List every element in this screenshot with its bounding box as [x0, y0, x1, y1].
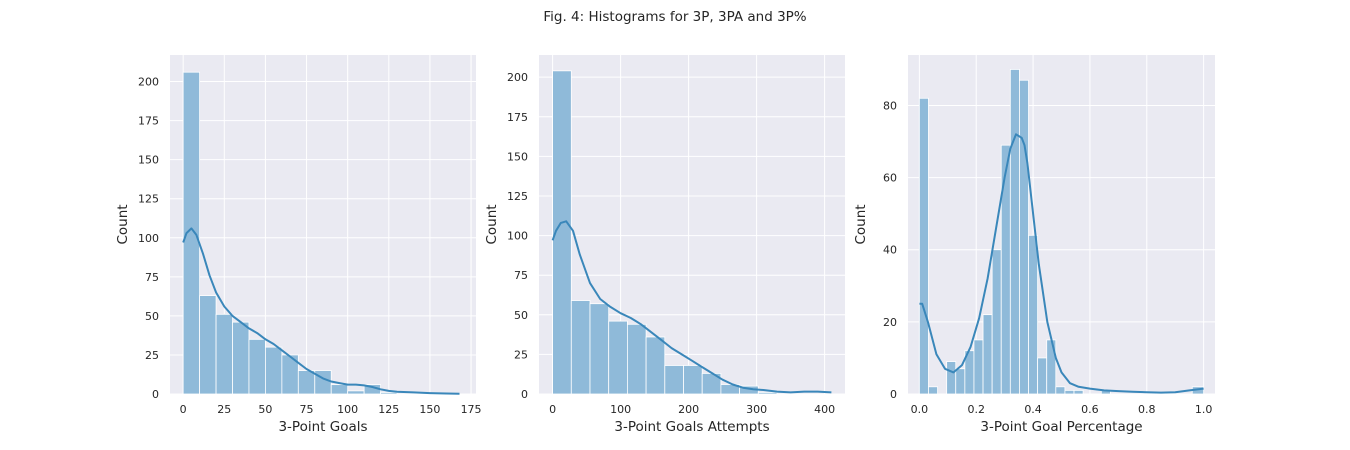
y-axis-label: Count — [115, 204, 131, 244]
y-tick-label: 0 — [152, 388, 159, 401]
histogram-bar — [265, 346, 283, 395]
histogram-bar — [683, 365, 703, 395]
y-tick-label: 40 — [883, 244, 897, 257]
x-axis-label: 3-Point Goals — [278, 419, 367, 435]
histogram-bar — [757, 392, 778, 395]
x-tick-label: 100 — [610, 403, 631, 416]
histogram-bar — [330, 384, 349, 395]
x-tick-label: 125 — [378, 403, 399, 416]
x-axis-label: 3-Point Goal Percentage — [980, 419, 1142, 435]
histogram-bar — [347, 390, 365, 395]
histogram-bar — [570, 300, 591, 395]
x-tick-label: 100 — [337, 403, 358, 416]
histogram-bar — [199, 295, 217, 395]
histogram-bar — [955, 368, 966, 395]
y-tick-label: 100 — [138, 232, 159, 245]
histogram-bar — [627, 323, 647, 395]
histogram-bar — [982, 314, 993, 395]
x-tick-label: 0 — [180, 403, 187, 416]
y-tick-label: 0 — [521, 388, 528, 401]
y-tick-label: 175 — [138, 115, 159, 128]
histogram-bar — [1073, 389, 1084, 395]
histogram-bar — [1064, 389, 1075, 395]
y-axis-label: Count — [484, 204, 500, 244]
histogram-bar — [1028, 234, 1039, 395]
y-tick-label: 125 — [138, 193, 159, 206]
x-tick-label: 400 — [814, 403, 835, 416]
y-tick-label: 25 — [145, 349, 159, 362]
histogram-panel-3p: 0 25 50 75 100 125 150 175 0 25 50 75 100 125 150 175 20… — [115, 55, 482, 435]
y-tick-label: 20 — [883, 316, 897, 329]
histogram-bar — [1009, 69, 1020, 395]
y-tick-label: 200 — [138, 76, 159, 89]
histogram-bar — [380, 392, 398, 395]
y-tick-label: 100 — [507, 230, 528, 243]
x-tick-label: 150 — [419, 403, 440, 416]
histogram-panel-3p-percentage: 0.0 0.2 0.4 0.6 0.8 1.0 0 20 40 60 80 3-Point Goal … — [853, 55, 1215, 435]
histogram-bar — [297, 370, 316, 395]
y-tick-label: 200 — [507, 71, 528, 84]
y-tick-label: 60 — [883, 172, 897, 185]
histogram-bar — [928, 386, 938, 395]
x-tick-label: 1.0 — [1195, 403, 1213, 416]
kde-line — [551, 220, 832, 394]
histogram-bar — [991, 249, 1002, 395]
kde-line — [919, 133, 1204, 394]
x-tick-label: 0.2 — [967, 403, 985, 416]
x-tick-label: 175 — [461, 403, 482, 416]
histogram-bar — [645, 336, 666, 395]
histogram-bar — [1000, 144, 1011, 395]
y-tick-label: 80 — [883, 99, 897, 112]
x-tick-label: 0.0 — [911, 403, 929, 416]
y-tick-label: 75 — [145, 271, 159, 284]
histogram-bar — [248, 338, 266, 395]
histogram-bar — [589, 303, 610, 395]
histogram-bar — [552, 70, 572, 395]
histogram-bar — [608, 320, 628, 395]
x-tick-label: 75 — [300, 403, 314, 416]
x-axis-label: 3-Point Goals Attempts — [614, 419, 769, 435]
histogram-panel-3pa: 0 100 200 300 400 0 25 50 75 100 125 150 175 200 3-Poi… — [484, 55, 845, 435]
x-tick-label: 300 — [746, 403, 767, 416]
x-tick-label: 0 — [549, 403, 556, 416]
kde-line — [182, 227, 460, 395]
histogram-bar — [215, 313, 233, 395]
histogram-bar — [664, 365, 684, 395]
histogram-bar — [918, 97, 929, 395]
y-tick-label: 175 — [507, 111, 528, 124]
y-tick-label: 25 — [514, 348, 528, 361]
plot-area — [908, 55, 1215, 394]
histogram-bar — [946, 361, 957, 395]
y-tick-label: 50 — [514, 309, 528, 322]
x-tick-label: 50 — [258, 403, 272, 416]
histogram-bar — [973, 339, 984, 395]
y-tick-label: 150 — [138, 154, 159, 167]
y-tick-label: 150 — [507, 150, 528, 163]
histogram-bar — [232, 321, 250, 395]
x-tick-label: 0.4 — [1024, 403, 1042, 416]
figure-title: Fig. 4: Histograms for 3P, 3PA and 3P% — [543, 9, 806, 25]
y-tick-label: 75 — [514, 269, 528, 282]
histogram-bar — [1055, 386, 1066, 395]
x-tick-label: 200 — [678, 403, 699, 416]
histogram-bar — [182, 71, 201, 395]
histogram-bar — [1037, 357, 1048, 395]
y-tick-label: 50 — [145, 310, 159, 323]
y-tick-label: 125 — [507, 190, 528, 203]
y-axis-label: Count — [853, 204, 869, 244]
x-tick-label: 0.8 — [1138, 403, 1156, 416]
y-tick-label: 0 — [890, 388, 897, 401]
x-tick-label: 0.6 — [1081, 403, 1099, 416]
x-tick-label: 25 — [217, 403, 231, 416]
histogram-bar — [1019, 79, 1029, 395]
